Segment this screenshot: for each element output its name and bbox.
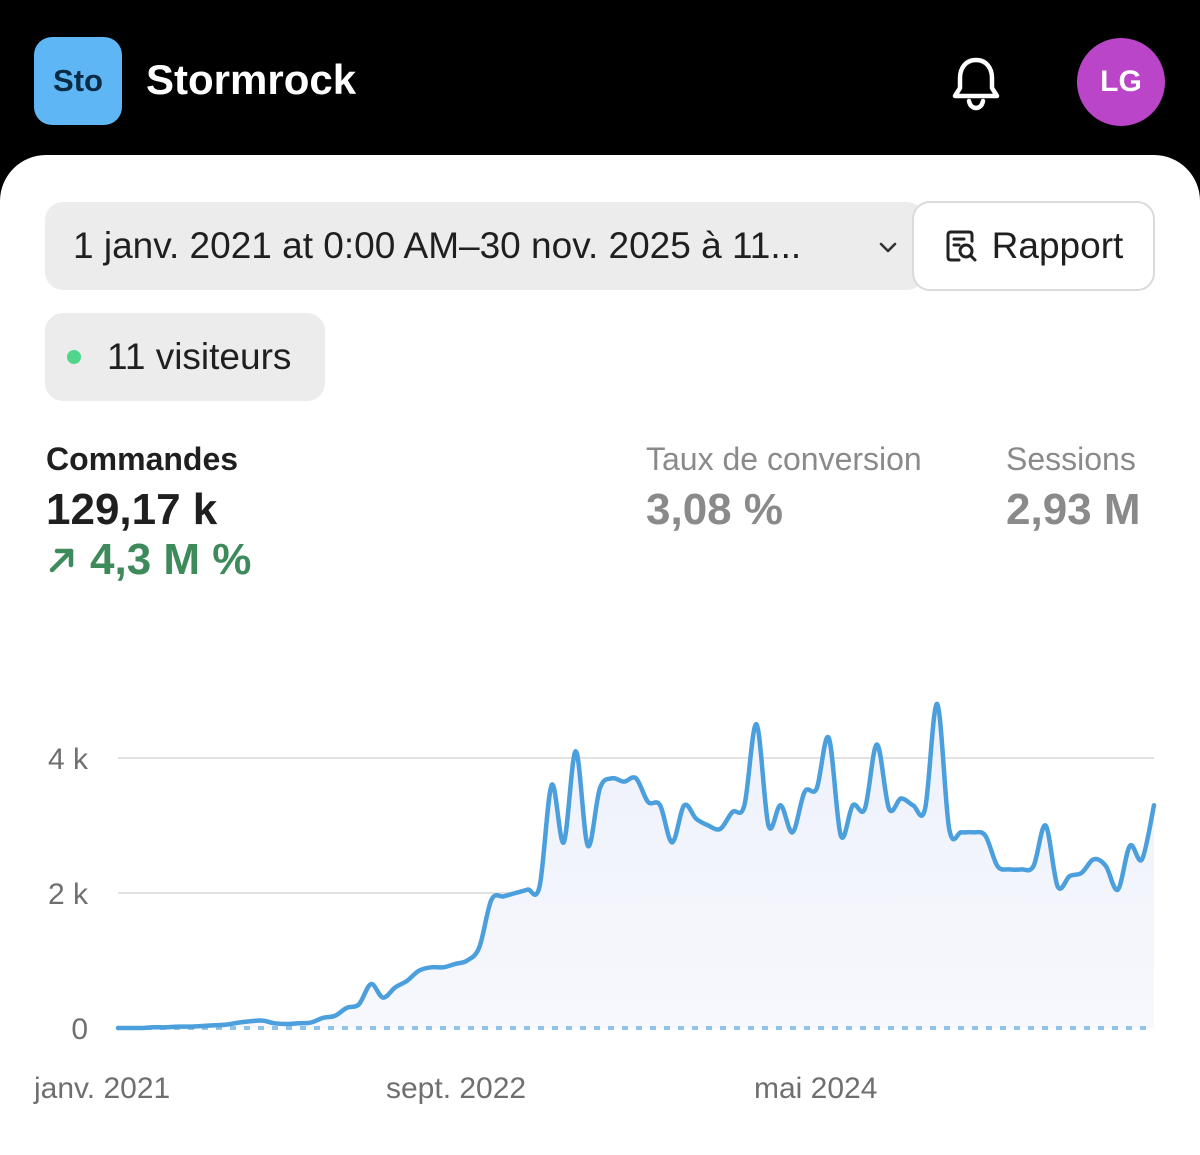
chevron-down-icon <box>879 242 897 253</box>
conversion-label[interactable]: Taux de conversion <box>646 441 922 477</box>
series-area-fill <box>118 703 1154 1029</box>
orders-series-line <box>115 701 1157 1031</box>
arrow-up-right-icon <box>49 548 74 573</box>
date-range-selector[interactable]: 1 janv. 2021 at 0:00 AM–30 nov. 2025 à 1… <box>45 202 925 290</box>
store-name[interactable]: Stormrock <box>146 56 357 103</box>
avatar-initials: LG <box>1100 65 1142 98</box>
y-tick-label: 2 k <box>48 878 89 911</box>
report-button[interactable]: Rapport <box>912 201 1155 291</box>
x-tick-label: janv. 2021 <box>33 1072 170 1105</box>
orders-value: 129,17 k <box>46 485 218 534</box>
user-avatar[interactable]: LG <box>1077 38 1165 126</box>
x-tick-label: mai 2024 <box>754 1072 877 1105</box>
app-header: Sto Stormrock LG <box>0 0 1200 160</box>
analytics-card: 1 janv. 2021 at 0:00 AM–30 nov. 2025 à 1… <box>0 155 1200 1155</box>
orders-line-chart: 0 2 k 4 k janv. 2021 sept. 2022 mai 2024 <box>33 701 1157 1105</box>
sessions-label[interactable]: Sessions <box>1006 441 1136 477</box>
store-badge[interactable]: Sto <box>34 37 122 125</box>
conversion-value: 3,08 % <box>646 485 783 534</box>
report-label: Rapport <box>991 225 1124 266</box>
orders-change: 4,3 M % <box>46 535 251 585</box>
date-range-label: 1 janv. 2021 at 0:00 AM–30 nov. 2025 à 1… <box>73 225 802 266</box>
report-search-icon <box>946 230 977 262</box>
orders-change-value: 4,3 M % <box>90 535 252 584</box>
y-tick-label: 4 k <box>48 743 89 776</box>
orders-label[interactable]: Commandes <box>46 441 239 477</box>
live-indicator-dot <box>67 350 81 364</box>
sessions-value: 2,93 M <box>1006 485 1141 534</box>
visitors-label: 11 visiteurs <box>107 336 292 377</box>
y-tick-label: 0 <box>71 1013 88 1046</box>
bell-icon[interactable] <box>944 50 1008 114</box>
live-visitors-pill[interactable]: 11 visiteurs <box>45 313 325 401</box>
store-initials: Sto <box>53 63 103 98</box>
x-tick-label: sept. 2022 <box>386 1072 526 1105</box>
